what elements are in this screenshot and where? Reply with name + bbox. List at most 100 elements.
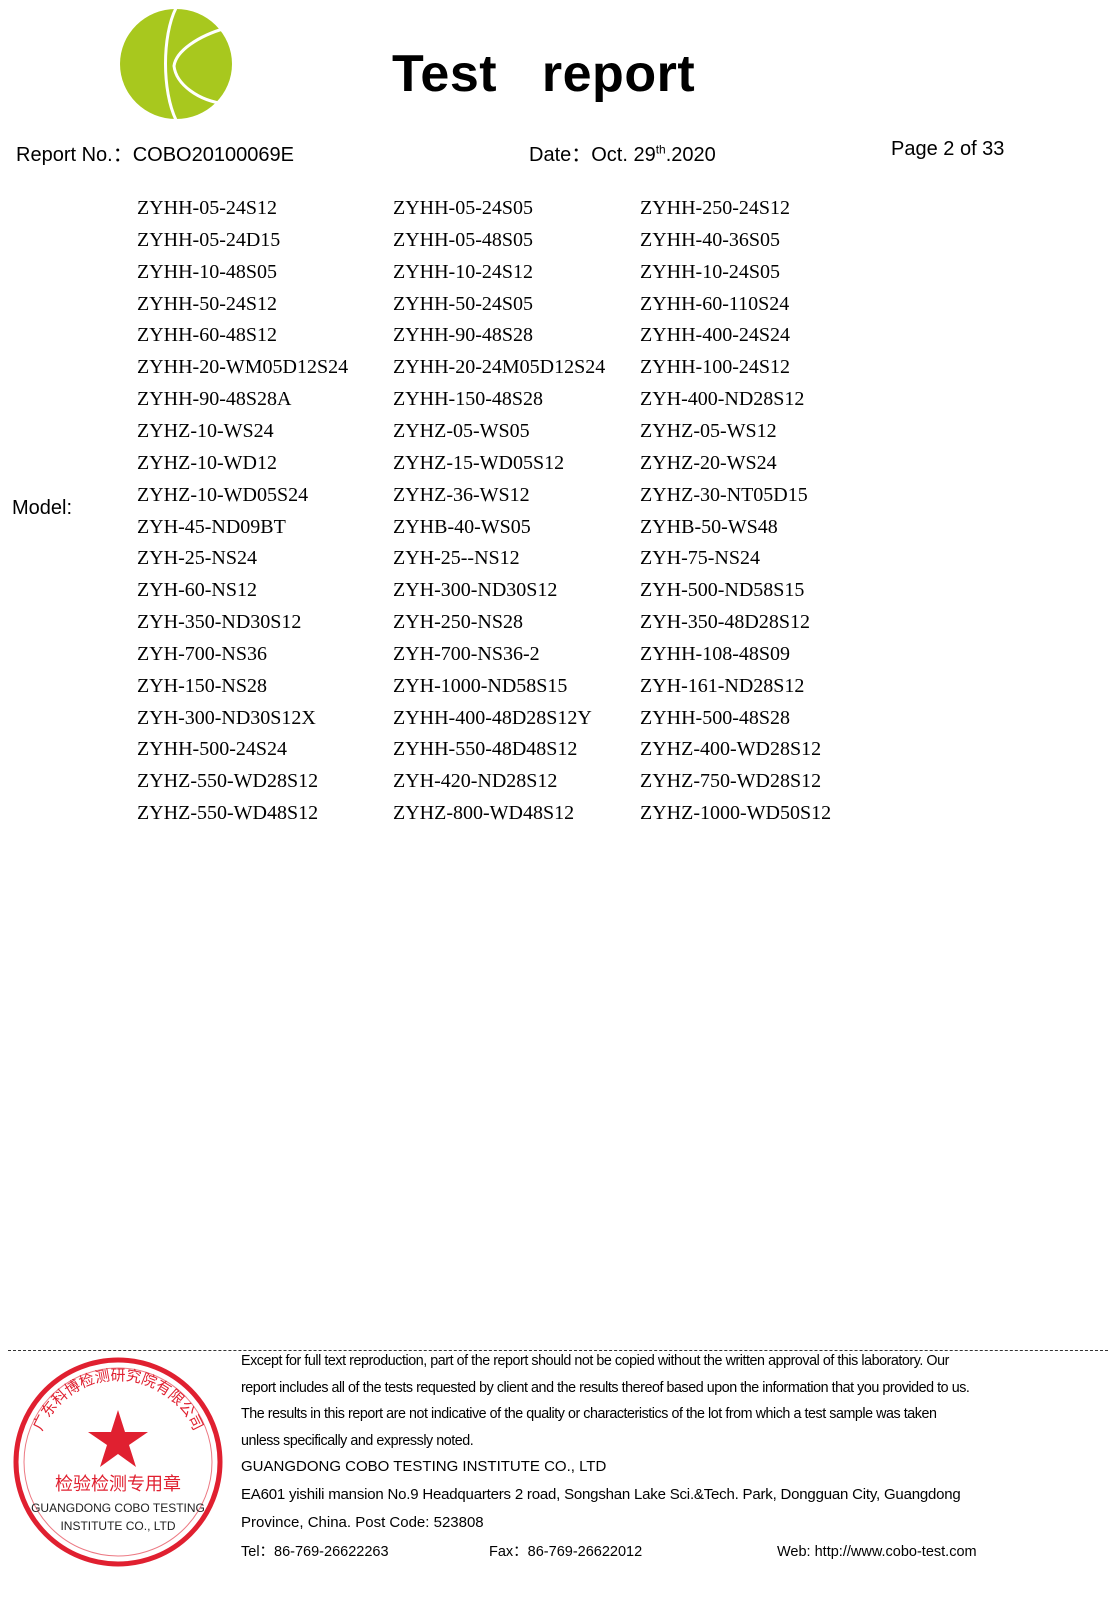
model-item: ZYHZ-750-WD28S12 xyxy=(640,770,822,793)
disclaimer-line: report includes all of the tests request… xyxy=(241,1380,970,1396)
model-item: ZYHZ-10-WS24 xyxy=(137,419,274,442)
model-item: ZYHZ-30-NT05D15 xyxy=(640,483,808,506)
model-item: ZYHH-90-48S28 xyxy=(393,324,533,347)
disclaimer-line: The results in this report are not indic… xyxy=(241,1406,937,1422)
model-row: ZYHH-60-48S12 ZYHH-90-48S28 ZYHH-400-24S24 xyxy=(130,323,890,349)
model-row: ZYH-700-NS36 ZYH-700-NS36-2 ZYHH-108-48S09 xyxy=(130,642,890,668)
page-number: Page 2 of 33 xyxy=(891,138,1005,160)
model-item: ZYHH-20-WM05D12S24 xyxy=(137,356,349,379)
company-stamp: 广东科博检测研究院有限公司 检验检测专用章 GUANGDONG COBO TES… xyxy=(13,1357,223,1567)
model-item: ZYH-25-NS24 xyxy=(137,547,257,570)
model-item: ZYHZ-1000-WD50S12 xyxy=(640,802,832,825)
disclaimer-line: unless specifically and expressly noted. xyxy=(241,1433,474,1449)
website-link[interactable]: Web: http://www.cobo-test.com xyxy=(777,1544,977,1560)
model-row: ZYHH-05-24S12 ZYHH-05-24S05 ZYHH-250-24S12 xyxy=(130,196,890,222)
address-line: EA601 yishili mansion No.9 Headquarters … xyxy=(241,1486,961,1503)
model-item: ZYHH-50-24S05 xyxy=(393,292,533,315)
cobo-logo xyxy=(120,7,232,121)
model-item: ZYH-1000-ND58S15 xyxy=(393,674,568,697)
model-item: ZYHH-10-48S05 xyxy=(137,260,277,283)
model-item: ZYHH-60-48S12 xyxy=(137,324,277,347)
model-item: ZYH-700-NS36-2 xyxy=(393,642,540,665)
page-title: Test report xyxy=(392,45,696,103)
model-item: ZYHH-50-24S12 xyxy=(137,292,277,315)
model-item: ZYHH-400-48D28S12Y xyxy=(393,706,592,729)
report-date: Date：Oct. 29th.2020 xyxy=(529,142,716,166)
svg-text:检验检测专用章: 检验检测专用章 xyxy=(55,1474,181,1495)
model-item: ZYHH-108-48S09 xyxy=(640,642,790,665)
model-item: ZYHZ-550-WD28S12 xyxy=(137,770,319,793)
model-row: ZYHH-50-24S12 ZYHH-50-24S05 ZYHH-60-110S24 xyxy=(130,292,890,318)
model-row: ZYHH-500-24S24 ZYHH-550-48D48S12 ZYHZ-400-… xyxy=(130,737,890,763)
model-item: ZYH-700-NS36 xyxy=(137,642,267,665)
model-item: ZYHH-05-24S05 xyxy=(393,197,533,219)
model-item: ZYHH-150-48S28 xyxy=(393,388,543,411)
model-row: ZYHZ-10-WD05S24 ZYHZ-36-WS12 ZYHZ-30-NT05D… xyxy=(130,483,890,509)
model-item: ZYH-45-ND09BT xyxy=(137,515,286,538)
model-item: ZYHH-250-24S12 xyxy=(640,197,790,219)
model-item: ZYHH-10-24S12 xyxy=(393,260,533,283)
model-item: ZYH-250-NS28 xyxy=(393,611,523,634)
model-item: ZYHH-05-24D15 xyxy=(137,228,281,251)
model-item: ZYHZ-10-WD12 xyxy=(137,451,277,474)
model-item: ZYH-60-NS12 xyxy=(137,579,257,602)
model-item: ZYHZ-550-WD48S12 xyxy=(137,802,319,825)
model-item: ZYHH-20-24M05D12S24 xyxy=(393,356,606,379)
model-row: ZYHH-20-WM05D12S24 ZYHH-20-24M05D12S24 ZYH… xyxy=(130,355,890,381)
model-row: ZYH-45-ND09BT ZYHB-40-WS05 ZYHB-50-WS48 xyxy=(130,515,890,541)
model-item: ZYHH-500-48S28 xyxy=(640,706,790,729)
svg-text:GUANGDONG COBO TESTING: GUANGDONG COBO TESTING xyxy=(31,1501,205,1515)
model-item: ZYHZ-15-WD05S12 xyxy=(393,451,565,474)
model-row: ZYHZ-10-WS24 ZYHZ-05-WS05 ZYHZ-05-WS12 xyxy=(130,419,890,445)
model-row: ZYH-350-ND30S12 ZYH-250-NS28 ZYH-350-48D28… xyxy=(130,610,890,636)
model-item: ZYHH-100-24S12 xyxy=(640,356,790,379)
model-item: ZYHH-550-48D48S12 xyxy=(393,738,578,761)
model-item: ZYH-350-48D28S12 xyxy=(640,611,810,634)
model-row: ZYHZ-550-WD48S12 ZYHZ-800-WD48S12 ZYHZ-100… xyxy=(130,801,890,827)
model-item: ZYHZ-20-WS24 xyxy=(640,451,777,474)
model-item: ZYHZ-400-WD28S12 xyxy=(640,738,822,761)
model-item: ZYH-400-ND28S12 xyxy=(640,388,805,411)
model-item: ZYH-150-NS28 xyxy=(137,674,267,697)
address-line: Province, China. Post Code: 523808 xyxy=(241,1514,484,1531)
model-row: ZYHH-90-48S28A ZYHH-150-48S28 ZYH-400-ND28… xyxy=(130,387,890,413)
model-row: ZYHZ-550-WD28S12 ZYH-420-ND28S12 ZYHZ-750-… xyxy=(130,769,890,795)
model-item: ZYH-161-ND28S12 xyxy=(640,674,805,697)
fax: Fax：86-769-26622012 xyxy=(489,1544,643,1560)
model-item: ZYH-420-ND28S12 xyxy=(393,770,558,793)
model-item: ZYHH-40-36S05 xyxy=(640,228,780,251)
model-row: ZYH-25-NS24 ZYH-25--NS12 ZYH-75-NS24 xyxy=(130,546,890,572)
model-row: ZYH-150-NS28 ZYH-1000-ND58S15 ZYH-161-ND28… xyxy=(130,674,890,700)
model-item: ZYHH-10-24S05 xyxy=(640,260,780,283)
model-row: ZYHZ-10-WD12 ZYHZ-15-WD05S12 ZYHZ-20-WS24 xyxy=(130,451,890,477)
model-label: Model: xyxy=(12,497,73,519)
footer-divider xyxy=(8,1350,1108,1351)
model-item: ZYHH-400-24S24 xyxy=(640,324,790,347)
model-item: ZYHB-40-WS05 xyxy=(393,515,531,538)
model-item: ZYH-350-ND30S12 xyxy=(137,611,302,634)
model-item: ZYHB-50-WS48 xyxy=(640,515,778,538)
model-item: ZYHH-05-24S12 xyxy=(137,197,277,219)
model-item: ZYH-300-ND30S12X xyxy=(137,706,316,729)
model-row: ZYH-300-ND30S12X ZYHH-400-48D28S12Y ZYHH-5… xyxy=(130,706,890,732)
model-item: ZYHZ-05-WS12 xyxy=(640,419,777,442)
model-item: ZYHH-500-24S24 xyxy=(137,738,287,761)
model-item: ZYHZ-800-WD48S12 xyxy=(393,802,575,825)
telephone: Tel：86-769-26622263 xyxy=(241,1544,389,1560)
model-item: ZYHZ-05-WS05 xyxy=(393,419,530,442)
model-item: ZYH-300-ND30S12 xyxy=(393,579,558,602)
disclaimer-line: Except for full text reproduction, part … xyxy=(241,1353,949,1369)
model-row: ZYHH-10-48S05 ZYHH-10-24S12 ZYHH-10-24S05 xyxy=(130,260,890,286)
report-number: Report No.：COBO20100069E xyxy=(16,144,294,166)
model-item: ZYHZ-10-WD05S24 xyxy=(137,483,309,506)
model-item: ZYHH-60-110S24 xyxy=(640,292,790,315)
svg-text:INSTITUTE CO., LTD: INSTITUTE CO., LTD xyxy=(60,1519,175,1533)
model-row: ZYHH-05-24D15 ZYHH-05-48S05 ZYHH-40-36S05 xyxy=(130,228,890,254)
model-row: ZYH-60-NS12 ZYH-300-ND30S12 ZYH-500-ND58S1… xyxy=(130,578,890,604)
model-item: ZYHZ-36-WS12 xyxy=(393,483,530,506)
model-item: ZYH-500-ND58S15 xyxy=(640,579,805,602)
model-item: ZYHH-90-48S28A xyxy=(137,388,292,411)
model-item: ZYH-25--NS12 xyxy=(393,547,520,570)
model-item: ZYHH-05-48S05 xyxy=(393,228,533,251)
